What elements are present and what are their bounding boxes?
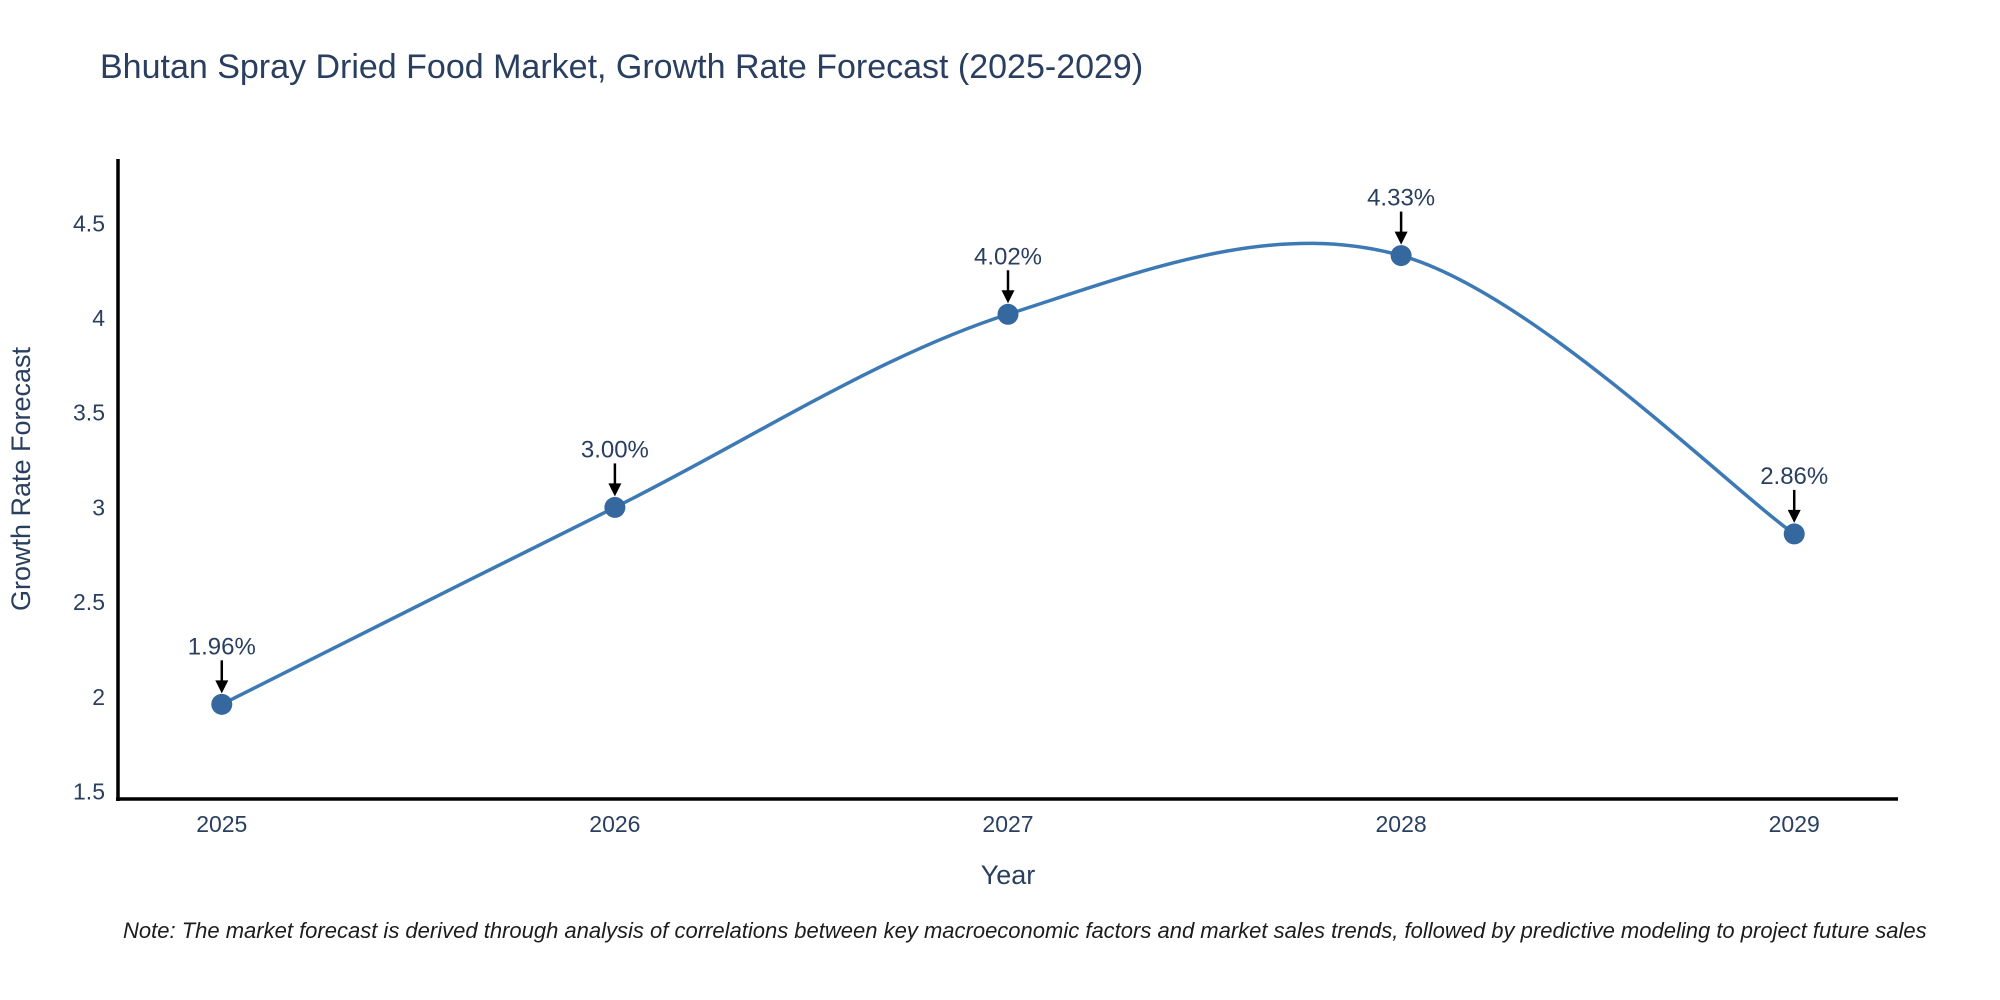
x-tick-label: 2027 bbox=[982, 811, 1033, 837]
y-tick-label: 2.5 bbox=[73, 589, 105, 615]
x-axis-title: Year bbox=[981, 860, 1036, 890]
point-value-label: 4.33% bbox=[1367, 185, 1435, 212]
x-tick-label: 2026 bbox=[589, 811, 640, 837]
data-point-2029[interactable] bbox=[1783, 523, 1805, 545]
data-point-2028[interactable] bbox=[1390, 245, 1412, 267]
annotation-arrowhead-icon bbox=[1787, 509, 1801, 523]
y-tick-label: 2 bbox=[92, 684, 105, 710]
y-tick-label: 1.5 bbox=[73, 778, 105, 804]
chart-title: Bhutan Spray Dried Food Market, Growth R… bbox=[100, 48, 1144, 86]
point-value-label: 1.96% bbox=[188, 633, 256, 660]
data-point-2025[interactable] bbox=[211, 693, 233, 715]
point-value-label: 2.86% bbox=[1760, 463, 1828, 490]
y-tick-label: 4 bbox=[92, 305, 105, 331]
x-tick-label: 2028 bbox=[1376, 811, 1427, 837]
footnote: Note: The market forecast is derived thr… bbox=[123, 918, 1927, 943]
y-tick-label: 3.5 bbox=[73, 400, 105, 426]
y-tick-label: 3 bbox=[92, 494, 105, 520]
annotation-arrowhead-icon bbox=[1394, 231, 1408, 245]
data-point-2027[interactable] bbox=[997, 303, 1019, 325]
point-value-label: 4.02% bbox=[974, 243, 1042, 270]
data-point-2026[interactable] bbox=[604, 496, 626, 518]
annotation-arrowhead-icon bbox=[1001, 290, 1015, 304]
y-axis-title: Growth Rate Forecast bbox=[6, 346, 36, 611]
annotation-arrowhead-icon bbox=[608, 483, 622, 497]
y-tick-label: 4.5 bbox=[73, 210, 105, 236]
annotation-arrowhead-icon bbox=[215, 680, 229, 694]
x-tick-label: 2025 bbox=[196, 811, 247, 837]
x-tick-label: 2029 bbox=[1769, 811, 1820, 837]
point-value-label: 3.00% bbox=[581, 436, 649, 463]
